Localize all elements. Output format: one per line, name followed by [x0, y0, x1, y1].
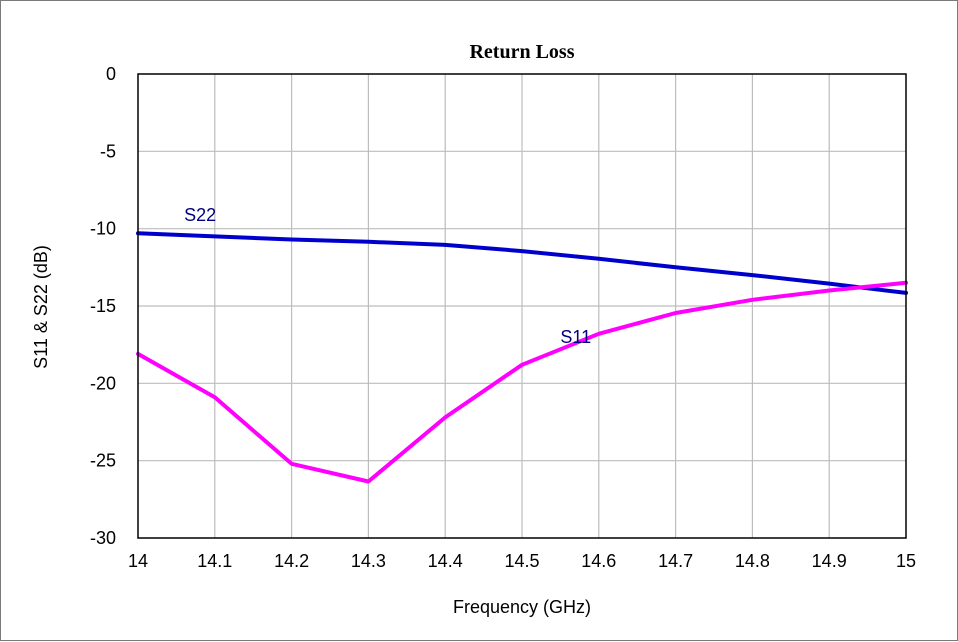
x-tick-label: 14.4 — [428, 551, 463, 571]
y-tick-label: -20 — [90, 373, 116, 393]
y-tick-label: -30 — [90, 528, 116, 548]
tick-labels: 14 14.1 14.2 14.3 14.4 14.5 14.6 14.7 14.8 14.9 15… — [90, 64, 916, 571]
series-line-s11 — [136, 280, 908, 484]
series-label-s22: S22 — [184, 205, 216, 225]
x-tick-label: 14.7 — [658, 551, 693, 571]
series-line-s22 — [136, 231, 908, 295]
x-tick-label: 14.1 — [197, 551, 232, 571]
x-tick-label: 14.2 — [274, 551, 309, 571]
y-tick-label: -10 — [90, 219, 116, 239]
x-tick-label: 14 — [128, 551, 148, 571]
y-tick-label: -15 — [90, 296, 116, 316]
y-tick-label: -5 — [100, 141, 116, 161]
grid — [138, 74, 906, 538]
x-tick-label: 14.8 — [735, 551, 770, 571]
series-label-s11: S11 — [560, 327, 591, 347]
x-tick-label: 14.3 — [351, 551, 386, 571]
y-axis-label: S11 & S22 (dB) — [31, 245, 51, 369]
x-axis-label: Frequency (GHz) — [453, 597, 591, 617]
series: S22 S11 — [136, 205, 908, 484]
x-tick-label: 14.9 — [812, 551, 847, 571]
x-tick-label: 14.5 — [504, 551, 539, 571]
y-tick-label: 0 — [106, 64, 116, 84]
x-tick-label: 14.6 — [581, 551, 616, 571]
y-tick-label: -25 — [90, 451, 116, 471]
x-tick-label: 15 — [896, 551, 916, 571]
chart-title: Return Loss — [469, 41, 574, 63]
plot-area-border — [137, 73, 907, 539]
